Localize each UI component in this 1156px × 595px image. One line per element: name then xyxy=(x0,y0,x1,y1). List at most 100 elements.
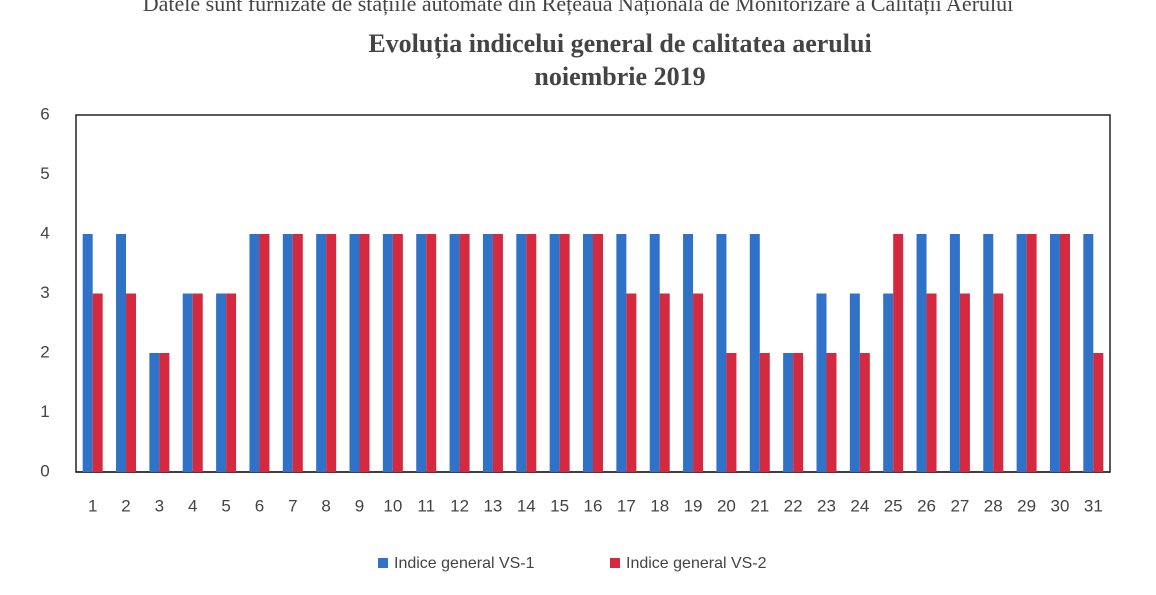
bar xyxy=(959,293,970,472)
bar xyxy=(359,234,370,472)
bar xyxy=(526,234,537,472)
header-text: Datele sunt furnizate de stațiile automa… xyxy=(143,0,1014,16)
bar xyxy=(859,353,870,472)
bar xyxy=(916,234,927,472)
bar xyxy=(793,353,804,472)
chart-title: Evoluția indicelui general de calitatea … xyxy=(368,29,871,59)
x-tick-label: 20 xyxy=(717,496,736,515)
x-tick-label: 29 xyxy=(1017,496,1036,515)
bar xyxy=(1049,234,1060,472)
bar xyxy=(249,234,260,472)
x-tick-label: 6 xyxy=(255,496,264,515)
chart-subtitle: noiembrie 2019 xyxy=(534,62,705,91)
bar xyxy=(149,353,160,472)
bar xyxy=(326,234,337,472)
x-tick-label: 28 xyxy=(984,496,1003,515)
bar xyxy=(292,234,303,472)
bar xyxy=(126,293,137,472)
bar xyxy=(893,234,904,472)
bar xyxy=(316,234,327,472)
bar xyxy=(783,353,794,472)
bar xyxy=(983,234,994,472)
y-tick-label: 0 xyxy=(40,461,49,480)
bar xyxy=(382,234,393,472)
bar xyxy=(593,234,603,472)
x-tick-label: 31 xyxy=(1084,496,1103,515)
x-tick-label: 8 xyxy=(321,496,330,515)
x-tick-label: 14 xyxy=(517,496,536,515)
legend-label: Indice general VS-2 xyxy=(626,555,767,572)
bar xyxy=(659,293,670,472)
bar xyxy=(726,353,737,472)
bar xyxy=(1059,234,1070,472)
bar xyxy=(1093,353,1104,472)
bar xyxy=(226,293,237,472)
x-tick-label: 25 xyxy=(884,496,903,515)
x-tick-label: 3 xyxy=(155,496,164,515)
bar xyxy=(559,234,570,472)
bar xyxy=(459,234,470,472)
bar xyxy=(449,234,460,472)
y-tick-label: 4 xyxy=(40,223,49,242)
bar xyxy=(492,234,503,472)
x-tick-label: 9 xyxy=(355,496,364,515)
bar xyxy=(1016,234,1027,472)
bar xyxy=(349,234,360,472)
bar xyxy=(416,234,427,472)
bar xyxy=(1026,234,1037,472)
legend-swatch xyxy=(378,558,388,568)
y-tick-label: 1 xyxy=(40,402,49,421)
bar xyxy=(926,293,937,472)
y-tick-label: 5 xyxy=(40,164,49,183)
bar xyxy=(616,234,627,472)
x-tick-label: 21 xyxy=(750,496,769,515)
x-tick-label: 26 xyxy=(917,496,936,515)
x-tick-label: 10 xyxy=(383,496,402,515)
bar xyxy=(392,234,403,472)
bar xyxy=(259,234,270,472)
bar xyxy=(216,293,227,472)
x-tick-label: 27 xyxy=(950,496,969,515)
bar xyxy=(516,234,527,472)
y-tick-label: 6 xyxy=(40,104,49,123)
x-tick-label: 22 xyxy=(784,496,803,515)
bar xyxy=(816,293,827,472)
y-tick-label: 3 xyxy=(40,283,49,302)
bar xyxy=(1083,234,1094,472)
x-tick-label: 15 xyxy=(550,496,569,515)
x-tick-label: 18 xyxy=(650,496,669,515)
x-tick-label: 11 xyxy=(417,496,435,515)
x-tick-label: 24 xyxy=(850,496,869,515)
x-tick-label: 17 xyxy=(617,496,636,515)
bar xyxy=(993,293,1004,472)
bar xyxy=(82,234,93,472)
x-tick-label: 13 xyxy=(483,496,502,515)
bar xyxy=(683,234,694,472)
x-tick-label: 23 xyxy=(817,496,836,515)
bar xyxy=(182,293,193,472)
bar xyxy=(192,293,203,472)
x-tick-label: 19 xyxy=(684,496,703,515)
y-tick-label: 2 xyxy=(40,342,49,361)
bar xyxy=(583,234,593,472)
bar xyxy=(883,293,894,472)
bar xyxy=(282,234,293,472)
x-tick-label: 1 xyxy=(88,496,97,515)
bar xyxy=(693,293,704,472)
bar xyxy=(826,353,837,472)
x-tick-label: 2 xyxy=(121,496,130,515)
x-tick-label: 7 xyxy=(288,496,297,515)
bar xyxy=(949,234,960,472)
bar xyxy=(759,353,770,472)
bar xyxy=(749,234,760,472)
bar xyxy=(92,293,103,472)
bar xyxy=(849,293,860,472)
bar xyxy=(649,234,660,472)
bar xyxy=(159,353,170,472)
x-tick-label: 4 xyxy=(188,496,197,515)
legend-label: Indice general VS-1 xyxy=(394,555,535,572)
x-tick-label: 16 xyxy=(584,496,603,515)
bar xyxy=(116,234,127,472)
bar xyxy=(716,234,727,472)
x-tick-label: 12 xyxy=(450,496,469,515)
